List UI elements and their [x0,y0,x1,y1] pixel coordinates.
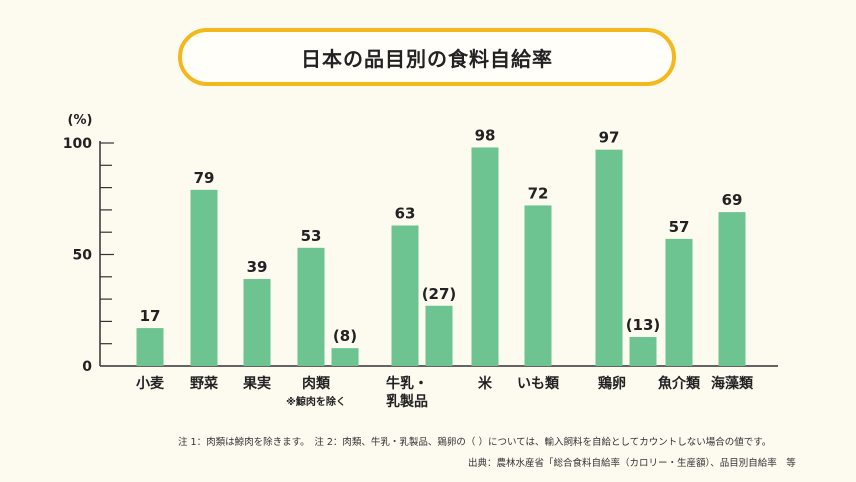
bar-value-label: 72 [528,184,549,202]
x-category-label: 肉類 [302,375,331,392]
x-category-label: 小麦 [136,375,165,392]
bar-value-label: (27) [422,285,457,303]
bar-value-label: 79 [194,169,215,187]
chart-title-frame: 日本の品目別の食料自給率 [178,28,676,86]
bar [391,225,419,366]
bar [425,305,453,366]
x-category-sublabel: ※鯨肉を除く [286,395,346,408]
bar [665,238,693,366]
y-tick-label: 50 [73,248,93,264]
x-category-label: 米 [478,375,493,392]
bar [331,348,359,366]
bar [243,279,271,366]
x-category-label: いも類 [517,376,560,392]
bar [595,149,623,366]
bar-value-label: 69 [722,191,743,209]
bar [136,328,164,366]
bar-value-label: (13) [626,316,661,334]
x-category-label: 鶏卵 [598,375,626,392]
bar-value-label: 98 [475,126,496,144]
y-tick-label: 100 [63,136,92,152]
x-category-label: 海藻類 [711,375,754,392]
x-category-label: 果実 [242,375,271,392]
bar-value-label: (8) [333,327,357,345]
x-category-label: 魚介類 [658,375,701,392]
bar [471,147,499,366]
bar [629,337,657,366]
footnote: 注 1：肉類は鯨肉を除きます。 注 2：肉類、牛乳・乳製品、鶏卵の（ ）について… [178,437,772,448]
source-note: 出典：農林水産省「総合食料自給率（カロリー・生産額）、品目別自給率 等 [468,458,796,469]
y-axis-label: (%) [68,113,93,128]
bar-value-label: 39 [247,258,268,276]
bar-value-label: 17 [140,307,161,325]
x-category-label: 野菜 [190,375,219,392]
bar-value-label: 63 [395,205,416,223]
x-category-label: 乳製品 [386,393,428,410]
bar-value-label: 97 [599,129,620,147]
bar [524,205,552,366]
bar [718,212,746,366]
x-category-label: 牛乳・ [386,375,428,392]
y-tick-label: 0 [82,359,92,375]
bar-value-label: 57 [669,218,690,236]
bar [190,189,218,366]
chart-title: 日本の品目別の食料自給率 [301,46,553,71]
bar-value-label: 53 [301,227,322,245]
bar [297,247,325,366]
